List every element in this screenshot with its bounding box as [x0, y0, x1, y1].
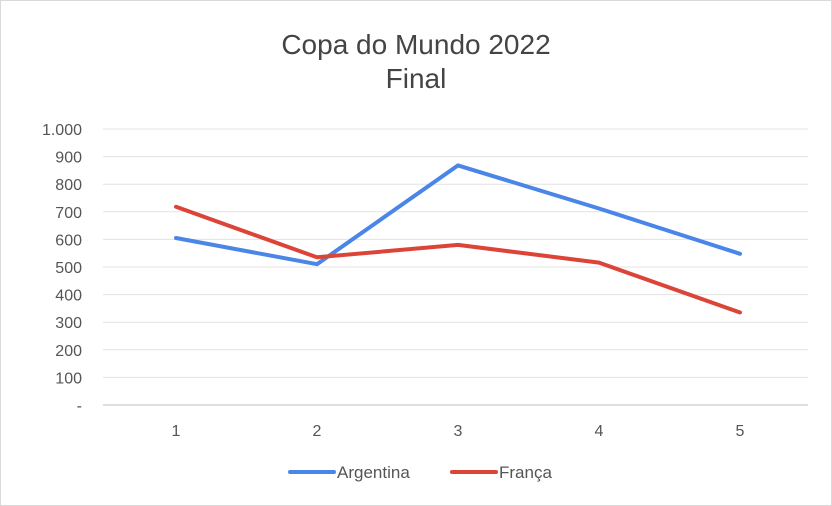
legend-label: França [499, 463, 552, 482]
x-tick-label: 1 [172, 423, 181, 440]
y-tick-label: 300 [55, 315, 82, 332]
y-tick-label: 700 [55, 205, 82, 222]
x-axis-ticks: 1 2 3 4 5 [172, 423, 745, 440]
chart-title-block: Copa do Mundo 2022 Final [0, 28, 832, 96]
legend-label: Argentina [337, 463, 410, 482]
y-axis-ticks: - 100 200 300 400 500 600 700 800 900 1.000 [42, 122, 82, 415]
x-tick-label: 3 [454, 423, 463, 440]
legend: Argentina França [288, 463, 552, 482]
y-tick-label: 500 [55, 260, 82, 277]
y-tick-label: 600 [55, 232, 82, 249]
series-lines [174, 163, 742, 315]
y-tick-label: - [77, 398, 82, 415]
x-tick-label: 4 [595, 423, 604, 440]
y-tick-label: 1.000 [42, 122, 82, 139]
y-tick-label: 900 [55, 150, 82, 167]
series-line-fran-a [174, 204, 742, 315]
chart-subtitle: Final [385, 63, 447, 94]
y-tick-label: 400 [55, 288, 82, 305]
gridlines [103, 128, 808, 406]
x-tick-label: 5 [736, 423, 745, 440]
chart-title: Copa do Mundo 2022 [281, 29, 551, 60]
y-tick-label: 800 [55, 177, 82, 194]
y-tick-label: 100 [55, 370, 82, 387]
x-tick-label: 2 [313, 423, 322, 440]
series-line-argentina [174, 163, 742, 267]
y-tick-label: 200 [55, 343, 82, 360]
